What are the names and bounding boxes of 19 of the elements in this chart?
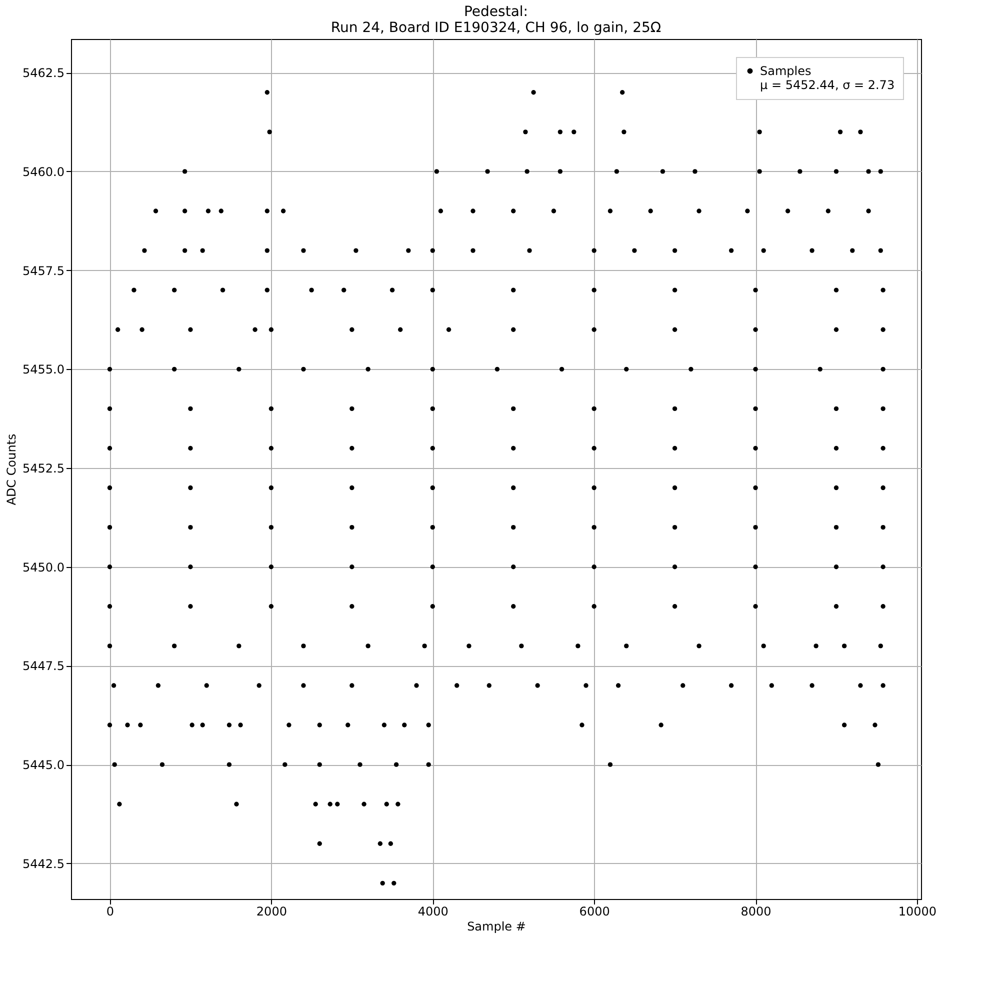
y-tick-label: 5460.0 <box>22 164 64 179</box>
legend-label: Samples μ = 5452.44, σ = 2.73 <box>760 64 895 92</box>
chart-title: Pedestal: Run 24, Board ID E190324, CH 96, lo gain, 25Ω <box>330 4 662 36</box>
y-tick-label: 5462.5 <box>22 66 64 80</box>
y-tick-label: 5455.0 <box>22 362 64 377</box>
y-tick-label: 5442.5 <box>22 856 64 871</box>
y-tick-label: 5445.0 <box>22 758 64 772</box>
x-tick-label: 4000 <box>418 904 448 918</box>
x-tick-label: 8000 <box>740 904 772 918</box>
y-tick-label: 5447.5 <box>22 659 64 674</box>
y-tick-label: 5452.5 <box>22 462 64 476</box>
x-tick-label: 0 <box>106 904 114 918</box>
x-tick-label: 2000 <box>256 904 287 918</box>
x-axis-title: Sample # <box>467 920 526 934</box>
y-axis-title: ADC Counts <box>4 434 19 506</box>
x-tick-label: 10000 <box>898 904 937 918</box>
y-tick-label: 5457.5 <box>22 264 64 278</box>
y-tick-label: 5450.0 <box>22 560 64 574</box>
x-tick-label: 6000 <box>579 904 610 918</box>
